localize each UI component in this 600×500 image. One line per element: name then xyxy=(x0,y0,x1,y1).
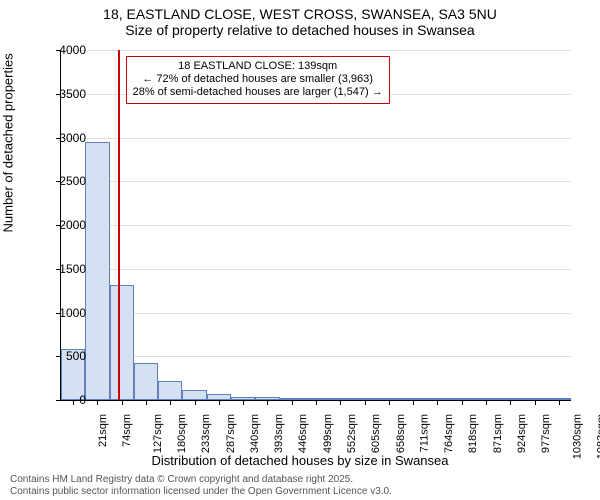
y-tick-label: 500 xyxy=(46,349,86,363)
x-tick-label: 658sqm xyxy=(395,414,407,453)
title-address: 18, EASTLAND CLOSE, WEST CROSS, SWANSEA,… xyxy=(0,6,600,22)
histogram-bar xyxy=(85,142,109,400)
x-tick-mark xyxy=(462,400,463,405)
x-tick-mark xyxy=(243,400,244,405)
x-tick-label: 605sqm xyxy=(370,414,382,453)
x-tick-label: 924sqm xyxy=(516,414,528,453)
y-tick-label: 4000 xyxy=(46,43,86,57)
x-tick-mark xyxy=(413,400,414,405)
chart-title: 18, EASTLAND CLOSE, WEST CROSS, SWANSEA,… xyxy=(0,0,600,38)
y-tick-label: 3500 xyxy=(46,87,86,101)
x-tick-label: 21sqm xyxy=(97,414,109,447)
footer-line1: Contains HM Land Registry data © Crown c… xyxy=(10,474,392,486)
histogram-bar xyxy=(134,363,158,400)
x-tick-mark xyxy=(365,400,366,405)
footer-line2: Contains public sector information licen… xyxy=(10,486,392,498)
x-tick-mark xyxy=(170,400,171,405)
grid-line xyxy=(61,356,571,357)
y-axis-label: Number of detached properties xyxy=(1,53,16,232)
annotation-line2: ← 72% of detached houses are smaller (3,… xyxy=(133,73,383,86)
x-tick-mark xyxy=(122,400,123,405)
annotation-line1: 18 EASTLAND CLOSE: 139sqm xyxy=(133,60,383,73)
x-tick-label: 552sqm xyxy=(346,414,358,453)
x-tick-label: 764sqm xyxy=(443,414,455,453)
x-tick-label: 1083sqm xyxy=(595,414,600,459)
x-tick-mark xyxy=(292,400,293,405)
x-tick-label: 977sqm xyxy=(540,414,552,453)
histogram-bar xyxy=(182,390,206,401)
x-tick-label: 180sqm xyxy=(176,414,188,453)
x-tick-mark xyxy=(535,400,536,405)
histogram-bar xyxy=(158,381,182,400)
x-tick-mark xyxy=(559,400,560,405)
footer-attribution: Contains HM Land Registry data © Crown c… xyxy=(10,474,392,498)
x-tick-mark xyxy=(437,400,438,405)
x-tick-mark xyxy=(146,400,147,405)
grid-line xyxy=(61,269,571,270)
y-tick-label: 3000 xyxy=(46,131,86,145)
y-tick-label: 1500 xyxy=(46,262,86,276)
histogram-bar xyxy=(110,285,134,401)
x-tick-label: 127sqm xyxy=(152,414,164,453)
histogram-chart: 18, EASTLAND CLOSE, WEST CROSS, SWANSEA,… xyxy=(0,0,600,500)
grid-line xyxy=(61,138,571,139)
x-tick-label: 871sqm xyxy=(492,414,504,453)
x-tick-label: 1030sqm xyxy=(571,414,583,459)
grid-line xyxy=(61,50,571,51)
x-tick-label: 74sqm xyxy=(121,414,133,447)
x-tick-label: 818sqm xyxy=(468,414,480,453)
annotation-box: 18 EASTLAND CLOSE: 139sqm← 72% of detach… xyxy=(126,56,390,104)
x-tick-mark xyxy=(219,400,220,405)
x-tick-mark xyxy=(340,400,341,405)
grid-line xyxy=(61,313,571,314)
x-tick-label: 711sqm xyxy=(418,414,430,452)
x-tick-mark xyxy=(97,400,98,405)
x-tick-label: 340sqm xyxy=(249,414,261,453)
y-tick-label: 0 xyxy=(46,393,86,407)
grid-line xyxy=(61,181,571,182)
y-tick-label: 1000 xyxy=(46,306,86,320)
x-tick-label: 287sqm xyxy=(225,414,237,453)
x-tick-mark xyxy=(486,400,487,405)
plot-area: 18 EASTLAND CLOSE: 139sqm← 72% of detach… xyxy=(60,50,571,401)
x-tick-label: 393sqm xyxy=(273,414,285,453)
x-tick-label: 233sqm xyxy=(200,414,212,453)
x-tick-mark xyxy=(267,400,268,405)
x-tick-mark xyxy=(195,400,196,405)
x-tick-mark xyxy=(389,400,390,405)
x-tick-label: 499sqm xyxy=(322,414,334,453)
y-tick-label: 2500 xyxy=(46,174,86,188)
x-tick-mark xyxy=(316,400,317,405)
annotation-line3: 28% of semi-detached houses are larger (… xyxy=(133,86,383,99)
x-tick-label: 446sqm xyxy=(298,414,310,453)
property-marker-line xyxy=(118,50,120,400)
x-axis-label: Distribution of detached houses by size … xyxy=(0,453,600,468)
grid-line xyxy=(61,225,571,226)
y-tick-label: 2000 xyxy=(46,218,86,232)
title-subtitle: Size of property relative to detached ho… xyxy=(0,22,600,38)
x-tick-mark xyxy=(510,400,511,405)
